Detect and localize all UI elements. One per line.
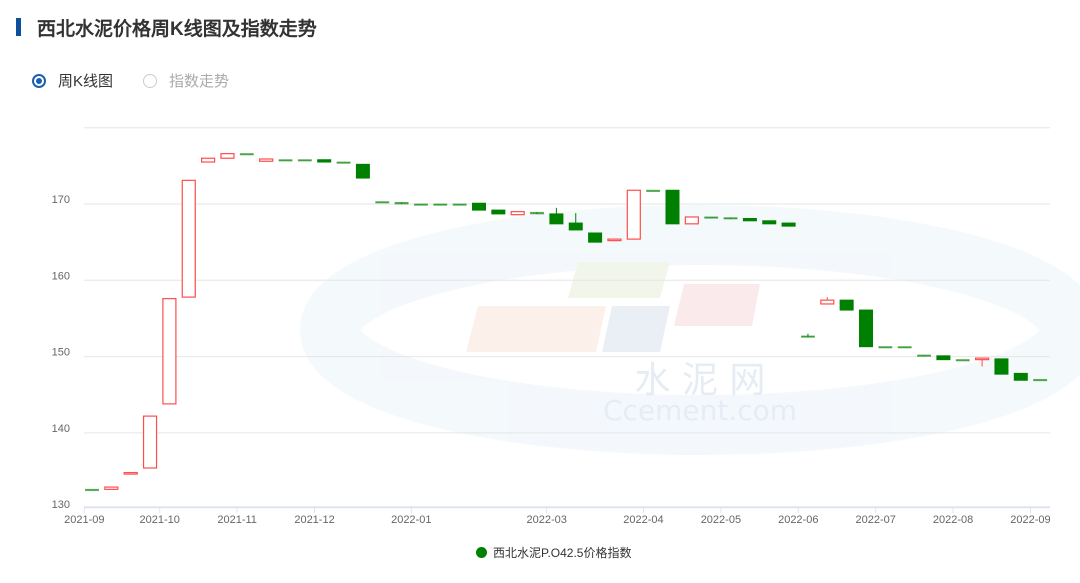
candle-down	[452, 203, 467, 206]
candle-down	[917, 354, 932, 357]
x-tick-label: 2022-08	[933, 514, 973, 526]
radio-label: 周K线图	[58, 73, 114, 90]
candle-up	[104, 486, 119, 490]
candle-down	[530, 211, 545, 215]
x-tick-label: 2021-12	[294, 514, 334, 526]
watermark-cn: 水 泥 网	[635, 360, 766, 401]
candle-down	[549, 213, 564, 225]
candle-down	[897, 346, 912, 349]
x-tick-label: 2022-07	[855, 514, 895, 526]
radio-weekly-k[interactable]: 周K线图	[32, 70, 113, 91]
candle-down	[781, 222, 796, 227]
y-tick-label: 130	[52, 499, 70, 511]
candle-down	[762, 220, 777, 225]
candle-down	[1013, 372, 1028, 381]
candle-down	[665, 189, 680, 225]
candle-down	[472, 202, 486, 211]
candle-up	[974, 357, 990, 361]
watermark-logo: 水 泥 网 Ccement.com	[300, 205, 1080, 455]
candle-down	[994, 358, 1009, 375]
y-tick-label: 170	[52, 194, 70, 206]
candle-down	[239, 153, 254, 156]
candle-up	[510, 211, 525, 216]
x-tick-label: 2022-06	[778, 514, 818, 526]
candle-up	[607, 238, 622, 242]
candle-down	[742, 217, 757, 222]
candle-down	[85, 488, 99, 492]
candle-down	[568, 222, 583, 231]
candle-up	[201, 157, 216, 163]
candle-up	[684, 216, 699, 225]
x-tick-label: 2021-11	[217, 514, 257, 526]
candle-down	[839, 299, 854, 311]
candle-down	[297, 159, 312, 162]
candle-down	[433, 203, 448, 206]
candle-down	[936, 355, 951, 361]
legend-dot-icon	[476, 547, 487, 558]
candle-down	[859, 309, 873, 348]
candle-up	[142, 415, 158, 469]
candle-down	[704, 216, 719, 219]
candle-up	[220, 153, 235, 159]
page-title: 西北水泥价格周K线图及指数走势	[37, 19, 317, 40]
x-tick-label: 2022-05	[701, 514, 741, 526]
watermark-en: Ccement.com	[603, 394, 797, 427]
candle-up	[820, 299, 835, 305]
candle-up	[259, 158, 274, 162]
candle-up	[181, 179, 196, 298]
candle-up	[162, 298, 177, 405]
legend-label: 西北水泥P.O42.5价格指数	[493, 546, 632, 560]
x-tick-label: 2021-09	[64, 514, 104, 526]
candle-down	[723, 217, 738, 220]
candle-down	[278, 159, 293, 162]
candle-down	[336, 161, 351, 164]
candle-down	[491, 209, 506, 215]
candle-down	[588, 232, 603, 243]
legend[interactable]: 西北水泥P.O42.5价格指数	[476, 544, 631, 561]
y-tick-label: 150	[52, 347, 70, 359]
x-tick-label: 2022-03	[527, 514, 567, 526]
candle-down	[355, 163, 370, 179]
y-tick-label: 140	[52, 423, 70, 435]
radio-selected-icon	[32, 73, 46, 88]
y-tick-label: 160	[52, 270, 70, 282]
radio-label: 指数走势	[169, 73, 230, 90]
candle-up	[626, 189, 641, 240]
candle-down	[646, 189, 661, 192]
candle-down	[1033, 378, 1048, 382]
candle-down	[413, 203, 428, 206]
candle-down	[878, 346, 893, 349]
candle-down	[955, 359, 970, 362]
radio-index-trend[interactable]: 指数走势	[143, 70, 229, 91]
candle-down	[394, 201, 409, 205]
x-tick-label: 2021-10	[140, 514, 180, 526]
x-tick-label: 2022-04	[623, 514, 663, 526]
candle-up	[123, 471, 138, 475]
title-accent-bar	[16, 18, 21, 36]
candle-down	[800, 335, 815, 338]
candle-down	[375, 201, 390, 204]
candle-down	[317, 159, 332, 163]
x-tick-label: 2022-01	[391, 514, 431, 526]
x-tick-label: 2022-09	[1010, 514, 1050, 526]
radio-unselected-icon	[143, 73, 158, 88]
view-toggle: 周K线图 指数走势	[32, 70, 229, 91]
